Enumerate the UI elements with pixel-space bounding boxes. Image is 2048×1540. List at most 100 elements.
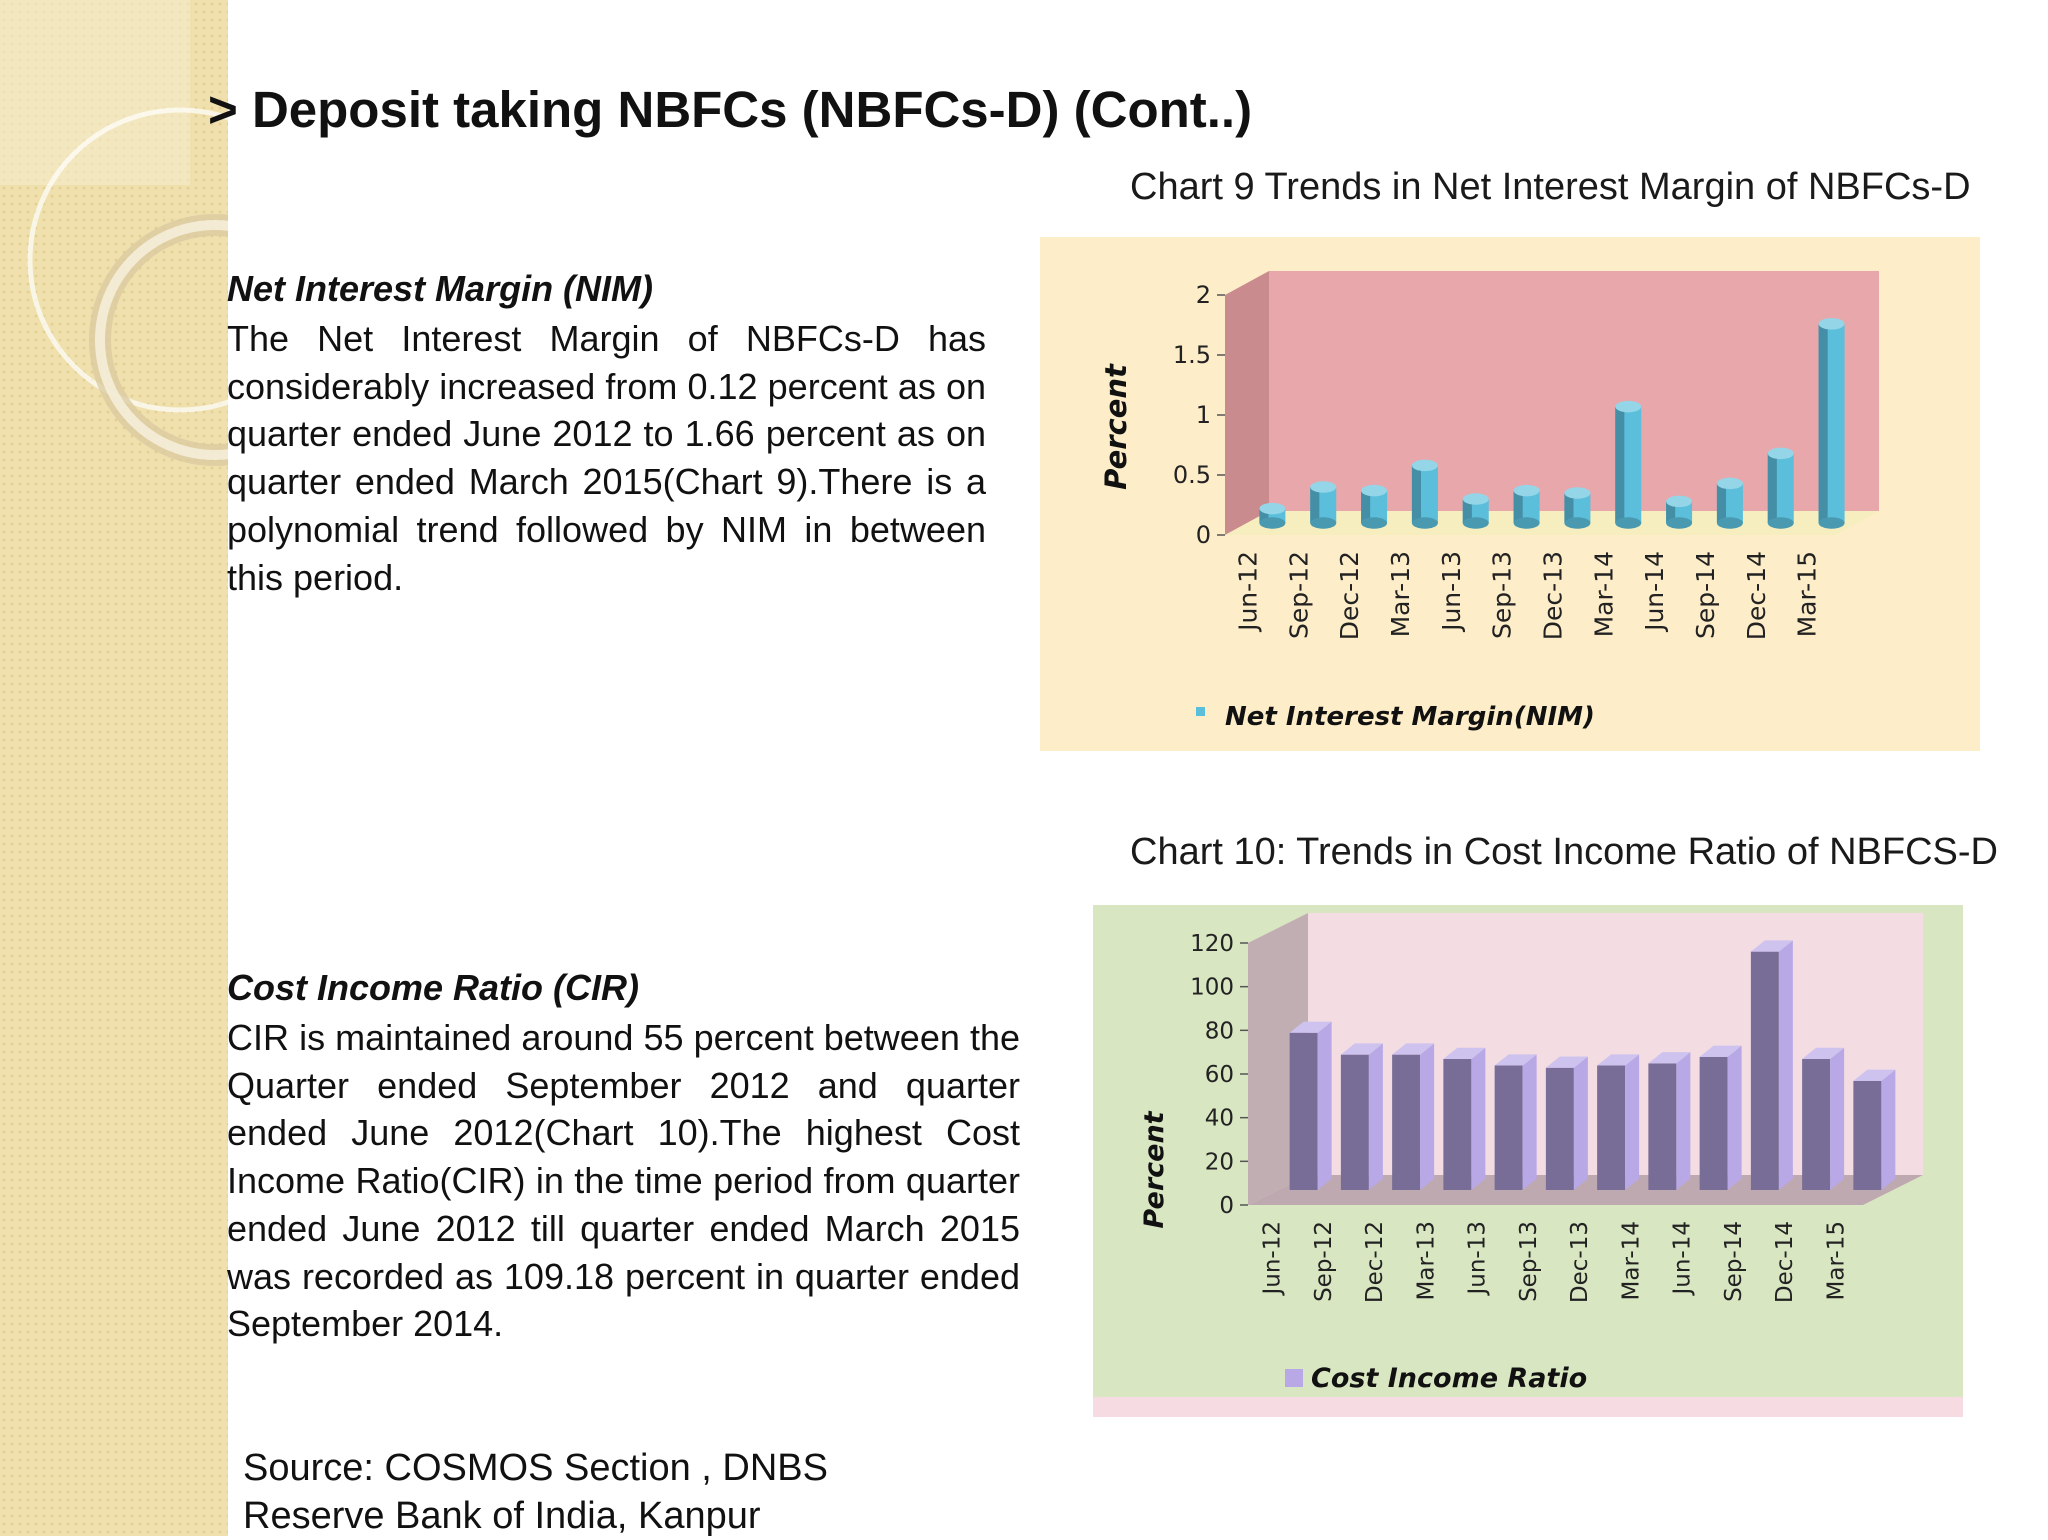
cir-category-label: Dec-12	[1362, 1221, 1388, 1303]
cir-bar-top	[1392, 1043, 1435, 1055]
nim-category-label: Dec-14	[1742, 551, 1771, 640]
cir-category-label: Jun-13	[1465, 1221, 1491, 1297]
nim-category-label: Dec-13	[1538, 551, 1567, 640]
nim-ytick-label: 1.5	[1173, 341, 1211, 369]
cir-bar-side	[1676, 1052, 1691, 1190]
nim-legend-swatch	[1196, 707, 1205, 716]
cir-bar	[1545, 1067, 1574, 1190]
nim-bar-cap	[1564, 487, 1591, 499]
chart9-title: Chart 9 Trends in Net Interest Margin of…	[1130, 166, 1971, 208]
cir-bar	[1340, 1054, 1369, 1190]
nim-ytick-label: 2	[1196, 281, 1211, 309]
cir-ytick-label: 80	[1205, 1018, 1234, 1044]
nim-bar-cap	[1462, 493, 1489, 505]
cir-bar	[1289, 1032, 1318, 1190]
cir-bar-side	[1881, 1069, 1896, 1190]
source-line-2: Reserve Bank of India, Kanpur	[243, 1495, 761, 1537]
nim-bar-base	[1259, 517, 1286, 529]
cir-ytick-label: 20	[1205, 1149, 1234, 1175]
cir-bar-top	[1802, 1047, 1845, 1059]
nim-bar-cap	[1767, 447, 1794, 460]
cir-legend-swatch	[1285, 1369, 1303, 1387]
nim-category-label: Mar-14	[1589, 551, 1618, 637]
nim-category-label: Sep-13	[1488, 551, 1517, 639]
cir-bar	[1443, 1059, 1472, 1190]
nim-bar-shade	[1513, 490, 1523, 523]
nim-legend-label: Net Interest Margin(NIM)	[1225, 702, 1595, 732]
cir-bar-top	[1289, 1021, 1332, 1033]
source-line-1: Source: COSMOS Section , DNBS	[243, 1447, 828, 1489]
nim-bar-base	[1513, 517, 1540, 529]
nim-bar-shade	[1310, 487, 1320, 523]
nim-bar-shade	[1462, 499, 1472, 523]
cir-ytick-label: 0	[1219, 1193, 1234, 1219]
cir-chart: 0 20 40 60 80 100 120 Jun-12 Sep-12 Dec-12 Mar-13 J…	[1093, 905, 1963, 1417]
cir-category-label: Mar-14	[1618, 1221, 1644, 1301]
cir-heading: Cost Income Ratio (CIR)	[227, 967, 640, 1008]
cir-bar-side	[1420, 1043, 1435, 1190]
nim-bar-cap	[1411, 459, 1438, 472]
cir-category-label: Sep-14	[1721, 1221, 1747, 1302]
nim-side-wall	[1225, 271, 1269, 535]
nim-bar-shade	[1818, 323, 1828, 523]
nim-bar-shade	[1767, 453, 1777, 523]
cir-bar	[1750, 951, 1779, 1190]
cir-bar-side	[1573, 1056, 1588, 1190]
nim-category-label: Jun-12	[1233, 551, 1262, 633]
nim-bar-base	[1818, 517, 1845, 529]
cir-bar-top	[1597, 1054, 1640, 1066]
cir-bar-top	[1494, 1054, 1537, 1066]
nim-bar-cap	[1513, 484, 1540, 497]
cir-bar-top	[1853, 1069, 1896, 1081]
cir-bar-side	[1625, 1054, 1640, 1190]
nim-category-label: Jun-13	[1437, 551, 1466, 633]
nim-bar-base	[1716, 517, 1743, 529]
cir-bar-top	[1340, 1043, 1383, 1055]
cir-category-label: Sep-12	[1311, 1221, 1337, 1302]
cir-bar	[1648, 1063, 1677, 1190]
decorative-ring-large	[27, 107, 228, 413]
cir-bar-side	[1522, 1054, 1537, 1190]
nim-bar-base	[1361, 517, 1388, 529]
decorative-left-band	[0, 0, 228, 1536]
nim-bar-shade	[1615, 406, 1625, 523]
nim-chart: 0 0.5 1 1.5 2 Jun-12 Sep-12 Dec-12 Mar-13 Jun-13 S…	[1040, 237, 1980, 751]
nim-bar-cap	[1818, 318, 1845, 330]
nim-bar-base	[1411, 517, 1438, 529]
cir-bar	[1494, 1065, 1523, 1190]
cir-category-label: Dec-13	[1567, 1221, 1593, 1303]
source-note: Source: COSMOS Section , DNBS Reserve Ba…	[243, 1444, 828, 1540]
nim-category-label: Mar-13	[1386, 551, 1415, 637]
cir-ytick-label: 60	[1205, 1062, 1234, 1088]
nim-bar-cap	[1666, 495, 1693, 508]
nim-bar-cap	[1310, 481, 1337, 493]
cir-bar-side	[1830, 1047, 1845, 1190]
chart10-title: Chart 10: Trends in Cost Income Ratio of…	[1130, 831, 1998, 873]
nim-ytick-label: 1	[1196, 401, 1211, 429]
nim-bar-shade	[1411, 465, 1422, 523]
cir-bar	[1597, 1065, 1626, 1190]
slide-title: > Deposit taking NBFCs (NBFCs-D) (Cont..…	[208, 81, 1253, 138]
nim-bar-base	[1310, 517, 1337, 529]
nim-bar-base	[1615, 517, 1642, 529]
nim-heading: Net Interest Margin (NIM)	[227, 268, 654, 309]
nim-bar-base	[1462, 517, 1489, 529]
cir-category-label: Jun-14	[1670, 1221, 1696, 1297]
cir-ytick-label: 120	[1190, 931, 1234, 957]
nim-category-label: Jun-14	[1640, 551, 1669, 633]
cir-bar	[1853, 1080, 1882, 1190]
cir-ylabel: Percent	[1139, 1110, 1170, 1228]
nim-bar-shade	[1666, 501, 1676, 523]
cir-bar	[1802, 1059, 1831, 1190]
cir-bar-top	[1648, 1052, 1691, 1064]
nim-bar-base	[1666, 517, 1693, 529]
nim-body: The Net Interest Margin of NBFCs-D has c…	[227, 318, 986, 598]
cir-body: CIR is maintained around 55 percent betw…	[227, 1017, 1020, 1345]
cir-bar-side	[1727, 1045, 1742, 1190]
nim-category-label: Sep-14	[1691, 551, 1720, 639]
nim-category-label: Mar-15	[1793, 551, 1822, 637]
cir-bar-top	[1699, 1045, 1742, 1057]
nim-ytick-label: 0	[1196, 521, 1211, 549]
cir-category-label: Dec-14	[1772, 1221, 1798, 1303]
nim-floor	[1225, 511, 1879, 535]
